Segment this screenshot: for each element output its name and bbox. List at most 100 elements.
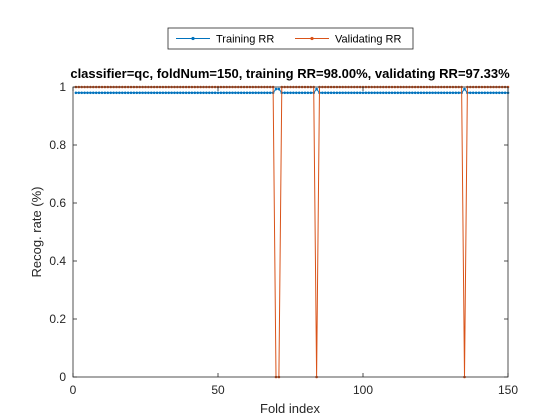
data-point bbox=[254, 91, 257, 95]
data-point bbox=[74, 91, 78, 95]
plot-area bbox=[73, 87, 508, 377]
data-point bbox=[492, 91, 495, 95]
data-point bbox=[170, 91, 173, 95]
data-point bbox=[326, 91, 330, 95]
data-point bbox=[196, 91, 199, 95]
data-point bbox=[129, 91, 133, 95]
legend-marker bbox=[310, 36, 314, 41]
data-point bbox=[266, 91, 269, 95]
data-point bbox=[477, 91, 481, 95]
data-point bbox=[161, 91, 165, 95]
data-point bbox=[193, 91, 197, 95]
data-point bbox=[274, 87, 278, 91]
data-point bbox=[434, 91, 437, 95]
data-point bbox=[347, 91, 350, 95]
data-point bbox=[413, 91, 417, 95]
data-point bbox=[222, 91, 226, 95]
data-point bbox=[463, 87, 466, 91]
data-point bbox=[329, 91, 333, 95]
data-point bbox=[353, 91, 356, 95]
data-point bbox=[181, 91, 185, 95]
data-point bbox=[489, 91, 492, 95]
data-point bbox=[297, 91, 301, 95]
data-point bbox=[245, 91, 249, 95]
data-point bbox=[367, 91, 371, 95]
data-point bbox=[208, 91, 211, 95]
data-point bbox=[231, 91, 234, 95]
data-point bbox=[237, 91, 240, 95]
data-point bbox=[437, 91, 440, 95]
data-point bbox=[205, 91, 208, 95]
data-point bbox=[335, 91, 339, 95]
data-point bbox=[184, 91, 188, 95]
y-tick-label: 0.8 bbox=[49, 138, 66, 152]
data-point bbox=[321, 91, 324, 95]
data-point bbox=[86, 91, 89, 95]
data-point bbox=[83, 91, 86, 95]
data-point bbox=[138, 91, 141, 95]
data-point bbox=[361, 91, 365, 95]
data-point bbox=[411, 91, 414, 95]
data-point bbox=[332, 91, 336, 95]
data-point bbox=[80, 91, 83, 95]
data-point bbox=[260, 91, 263, 95]
data-point bbox=[106, 91, 110, 95]
data-point bbox=[393, 91, 397, 95]
data-point bbox=[442, 91, 446, 95]
data-point bbox=[454, 91, 458, 95]
data-point bbox=[268, 91, 272, 95]
data-point bbox=[355, 91, 359, 95]
data-point bbox=[173, 91, 176, 95]
data-point bbox=[239, 91, 243, 95]
data-point bbox=[277, 87, 281, 91]
y-tick-label: 0.6 bbox=[49, 196, 66, 210]
data-point bbox=[179, 91, 182, 95]
axes-box bbox=[72, 86, 509, 378]
data-point bbox=[503, 91, 507, 95]
data-point bbox=[152, 91, 156, 95]
data-point bbox=[428, 91, 432, 95]
data-point bbox=[187, 91, 191, 95]
data-point bbox=[283, 91, 287, 95]
y-axis-ticks: 0 0.2 0.4 0.6 0.8 1 bbox=[49, 80, 508, 384]
data-point bbox=[408, 91, 411, 95]
data-point bbox=[469, 91, 472, 95]
data-point bbox=[190, 91, 194, 95]
data-point bbox=[213, 91, 217, 95]
data-point bbox=[126, 91, 130, 95]
data-point bbox=[109, 91, 112, 95]
data-point bbox=[387, 91, 391, 95]
data-point bbox=[399, 91, 403, 95]
data-point bbox=[248, 91, 252, 95]
data-point bbox=[150, 91, 153, 95]
data-point bbox=[289, 91, 292, 95]
data-point bbox=[364, 91, 368, 95]
x-tick-label: 50 bbox=[211, 383, 225, 397]
data-point bbox=[144, 91, 147, 95]
data-point bbox=[303, 91, 307, 95]
data-point bbox=[373, 91, 376, 95]
data-point bbox=[448, 91, 452, 95]
y-axis-label: Recog. rate (%) bbox=[29, 186, 44, 277]
data-point bbox=[416, 91, 420, 95]
data-point bbox=[396, 91, 400, 95]
data-point bbox=[405, 91, 408, 95]
data-point bbox=[234, 91, 237, 95]
data-point bbox=[379, 91, 382, 95]
data-point bbox=[141, 91, 144, 95]
data-point bbox=[474, 91, 478, 95]
data-point bbox=[324, 91, 327, 95]
data-point bbox=[431, 91, 434, 95]
data-point bbox=[89, 91, 92, 95]
data-point bbox=[176, 91, 179, 95]
data-point bbox=[306, 91, 310, 95]
x-tick-label: 150 bbox=[498, 383, 518, 397]
data-point bbox=[471, 91, 475, 95]
data-point bbox=[376, 91, 379, 95]
data-point bbox=[263, 91, 266, 95]
data-point bbox=[242, 91, 246, 95]
data-point bbox=[257, 91, 260, 95]
x-axis-label: Fold index bbox=[260, 401, 320, 416]
data-point bbox=[500, 91, 504, 95]
x-tick-label: 0 bbox=[70, 383, 77, 397]
